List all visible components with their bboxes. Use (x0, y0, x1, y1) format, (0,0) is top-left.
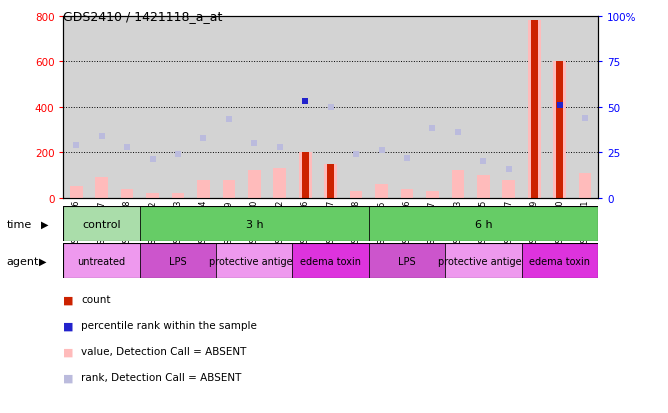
Bar (369, 244, 445, 279)
Point (172, 151, 183, 158)
Bar (522, 244, 598, 279)
Bar (121, 189, 134, 198)
Text: ■: ■ (63, 347, 74, 356)
Bar (502, 180, 515, 198)
Bar (445, 244, 522, 279)
Bar (582, 173, 589, 198)
Point (554, 102, 565, 109)
Bar (429, 194, 436, 198)
Bar (248, 171, 261, 198)
Point (376, 148, 387, 154)
Point (452, 130, 463, 136)
Text: ■: ■ (63, 320, 74, 330)
Bar (353, 194, 359, 198)
Bar (454, 192, 462, 198)
Point (71, 142, 81, 149)
Point (275, 144, 285, 151)
Text: ■: ■ (63, 294, 74, 304)
Bar (378, 187, 385, 198)
Bar (327, 164, 334, 198)
Text: 3 h: 3 h (246, 219, 263, 229)
Bar (149, 195, 156, 198)
Bar (225, 180, 232, 198)
Bar (216, 244, 293, 279)
Text: count: count (81, 294, 111, 304)
Point (529, 51, 540, 58)
Text: LPS: LPS (398, 256, 415, 266)
Point (300, 99, 311, 105)
Text: LPS: LPS (169, 256, 187, 266)
Point (554, 112, 565, 118)
Bar (426, 192, 439, 198)
Text: GDS2410 / 1421118_a_at: GDS2410 / 1421118_a_at (63, 10, 223, 23)
Point (427, 126, 438, 133)
Bar (299, 153, 311, 198)
Bar (96, 178, 108, 198)
Text: edema toxin: edema toxin (529, 256, 591, 266)
Bar (553, 62, 566, 198)
Text: edema toxin: edema toxin (300, 256, 361, 266)
Point (147, 157, 158, 164)
Bar (505, 195, 512, 198)
Text: value, Detection Call = ABSENT: value, Detection Call = ABSENT (81, 347, 247, 356)
Text: time: time (7, 219, 32, 229)
Text: ▶: ▶ (41, 219, 49, 229)
Text: 6 h: 6 h (474, 219, 492, 229)
Bar (172, 194, 184, 198)
Bar (369, 206, 598, 242)
Bar (146, 194, 159, 198)
Text: protective antigen: protective antigen (209, 256, 299, 266)
Bar (98, 187, 105, 198)
Text: untreated: untreated (77, 256, 126, 266)
Bar (222, 180, 235, 198)
Point (401, 155, 412, 161)
Bar (293, 244, 369, 279)
Bar (73, 192, 79, 198)
Bar (480, 178, 487, 198)
Point (504, 166, 514, 173)
Bar (140, 206, 369, 242)
Text: protective antigen: protective antigen (438, 256, 528, 266)
Point (478, 159, 489, 165)
Bar (63, 206, 140, 242)
Bar (63, 244, 140, 279)
Bar (528, 21, 540, 198)
Bar (174, 194, 182, 198)
Text: control: control (82, 219, 121, 229)
Bar (578, 173, 591, 198)
Bar (324, 164, 337, 198)
Bar (197, 180, 210, 198)
Bar (375, 185, 388, 198)
Point (224, 117, 234, 123)
Bar (556, 62, 563, 198)
Bar (70, 187, 83, 198)
Bar (477, 176, 490, 198)
Point (325, 104, 336, 111)
Bar (273, 169, 286, 198)
Point (351, 151, 361, 158)
Text: percentile rank within the sample: percentile rank within the sample (81, 320, 257, 330)
Bar (403, 192, 411, 198)
Text: agent: agent (7, 256, 39, 266)
Bar (401, 189, 413, 198)
Bar (277, 194, 283, 198)
Point (249, 140, 260, 147)
Bar (350, 192, 363, 198)
Text: rank, Detection Call = ABSENT: rank, Detection Call = ABSENT (81, 373, 242, 382)
Bar (452, 171, 464, 198)
Point (96, 133, 107, 140)
Bar (124, 192, 130, 198)
Bar (250, 187, 258, 198)
Point (198, 135, 209, 142)
Text: ■: ■ (63, 373, 74, 382)
Bar (200, 194, 207, 198)
Text: ▶: ▶ (39, 256, 46, 266)
Bar (531, 21, 538, 198)
Bar (302, 153, 309, 198)
Bar (140, 244, 216, 279)
Point (580, 115, 591, 121)
Point (300, 99, 311, 105)
Point (122, 144, 132, 151)
